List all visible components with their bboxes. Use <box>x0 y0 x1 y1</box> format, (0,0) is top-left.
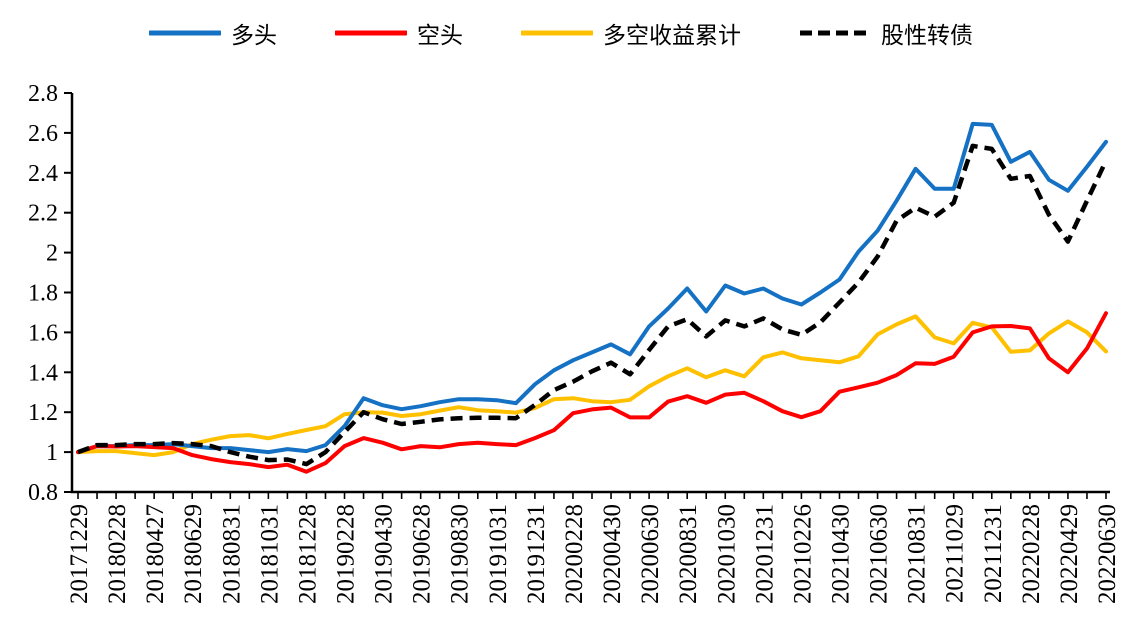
x-axis-tick-label: 20210831 <box>904 504 931 604</box>
axis-lines <box>70 93 1110 494</box>
y-axis-tick-label: 0.8 <box>28 480 58 506</box>
x-axis-tick-label: 20211029 <box>942 504 969 603</box>
x-axis-tick-label: 20191031 <box>485 504 512 604</box>
x-axis-tick-label: 20180427 <box>142 504 169 604</box>
x-axis-tick-label: 20211231 <box>980 504 1007 603</box>
series-line-2 <box>76 311 1108 474</box>
x-axis-tick-label: 20190830 <box>447 504 474 604</box>
x-axis-tick-label: 20190228 <box>333 504 360 604</box>
legend-label: 多空收益累计 <box>603 23 741 48</box>
legend-item-0: 多头 <box>149 16 277 50</box>
legend-item-3: 股性转债 <box>799 16 973 50</box>
y-axis-tick-label: 1.4 <box>28 360 58 386</box>
legend-label: 多头 <box>231 23 277 48</box>
x-axis-tick-label: 20181031 <box>256 504 283 604</box>
legend-item-2: 多空收益累计 <box>521 16 741 50</box>
x-axis-tick-label: 20201231 <box>751 504 778 604</box>
series-line-1 <box>76 121 1108 455</box>
series-line-0 <box>76 314 1108 458</box>
x-axis-tick-label: 20171229 <box>66 504 93 604</box>
legend-line-swatch <box>335 30 407 36</box>
y-axis-tick-label: 2.4 <box>28 161 58 187</box>
y-axis-tick-label: 2.8 <box>28 81 58 107</box>
y-axis-tick-label: 1.2 <box>28 400 58 426</box>
x-axis-tick-label: 20220429 <box>1056 504 1083 604</box>
legend-line-swatch <box>521 30 593 36</box>
x-axis-tick-label: 20220228 <box>1018 504 1045 604</box>
legend-item-1: 空头 <box>335 16 463 50</box>
x-axis-tick-label: 20200430 <box>599 504 626 604</box>
legend-line-swatch <box>149 30 221 36</box>
x-axis-tick-label: 20180629 <box>180 504 207 604</box>
legend-line-swatch <box>800 30 870 36</box>
x-axis-tick-label: 20210430 <box>827 504 854 604</box>
x-axis-tick-label: 20191231 <box>523 504 550 604</box>
y-axis-tick-label: 1.8 <box>28 281 58 307</box>
y-axis-tick-label: 1.6 <box>28 320 58 346</box>
series-line-3 <box>77 143 1109 467</box>
x-axis-tick-label: 20210630 <box>866 504 893 604</box>
legend-label: 空头 <box>417 23 463 48</box>
y-axis-tick-label: 1 <box>46 440 58 466</box>
x-axis-tick-label: 20200228 <box>561 504 588 604</box>
x-axis-tick-label: 20180228 <box>104 504 131 604</box>
x-axis-tick-label: 20190628 <box>409 504 436 604</box>
x-axis-tick-label: 20200630 <box>637 504 664 604</box>
x-axis-tick-label: 20210226 <box>789 504 816 604</box>
y-axis-tick-label: 2 <box>46 241 58 267</box>
chart-legend: 多头 空头 多空收益累计 股性转债 <box>0 16 1122 50</box>
legend-label: 股性转债 <box>881 23 973 48</box>
y-axis-tick-label: 2.6 <box>28 121 58 147</box>
x-axis-tick-label: 20200831 <box>675 504 702 604</box>
x-axis-tick-label: 20190430 <box>371 504 398 604</box>
x-axis-tick-label: 20201030 <box>713 504 740 604</box>
x-axis-tick-label: 20181228 <box>294 504 321 604</box>
x-axis-tick-label: 20180831 <box>218 504 245 604</box>
y-axis-tick-label: 2.2 <box>28 201 58 227</box>
x-axis-tick-label: 20220630 <box>1094 504 1121 604</box>
